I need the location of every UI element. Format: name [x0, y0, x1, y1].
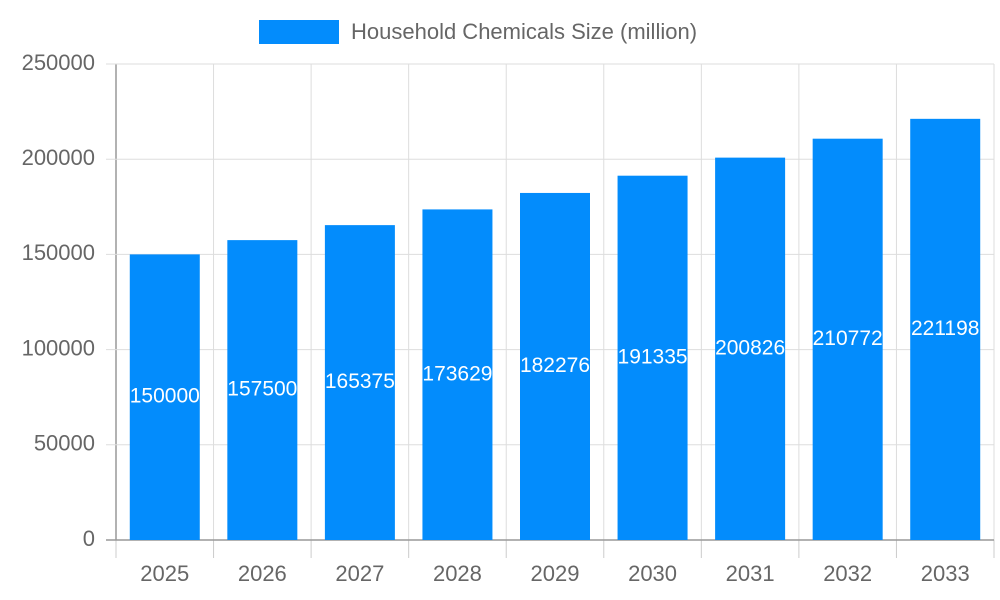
x-tick-label: 2026: [238, 561, 287, 586]
y-tick-label: 100000: [22, 335, 95, 360]
bar: [324, 225, 395, 540]
x-tick-label: 2029: [531, 561, 580, 586]
bar: [812, 138, 883, 540]
data-label: 200826: [715, 336, 785, 359]
x-tick-label: 2025: [140, 561, 189, 586]
data-label: 182276: [520, 354, 590, 377]
data-label: 165375: [325, 370, 395, 393]
bar: [715, 157, 786, 540]
x-tick-label: 2031: [726, 561, 775, 586]
bar: [129, 254, 200, 540]
x-tick-label: 2028: [433, 561, 482, 586]
y-tick-label: 250000: [22, 50, 95, 75]
legend-label: Household Chemicals Size (million): [351, 19, 697, 44]
x-tick-label: 2027: [335, 561, 384, 586]
bar: [227, 240, 298, 540]
x-tick-label: 2032: [823, 561, 872, 586]
x-tick-label: 2033: [921, 561, 970, 586]
x-tick-label: 2030: [628, 561, 677, 586]
data-label: 157500: [227, 378, 297, 401]
data-label: 221198: [911, 317, 980, 340]
y-tick-label: 0: [83, 526, 95, 551]
y-tick-label: 50000: [34, 431, 95, 456]
data-label: 210772: [813, 327, 883, 350]
bar: [617, 175, 688, 540]
y-tick-label: 200000: [22, 145, 95, 170]
bar: [910, 118, 981, 541]
data-label: 150000: [130, 385, 200, 408]
y-tick-label: 150000: [22, 240, 95, 265]
data-label: 191335: [618, 345, 688, 368]
bar: [520, 192, 590, 540]
data-label: 173629: [422, 362, 492, 385]
legend-swatch: [259, 20, 339, 44]
bar: [422, 209, 493, 540]
